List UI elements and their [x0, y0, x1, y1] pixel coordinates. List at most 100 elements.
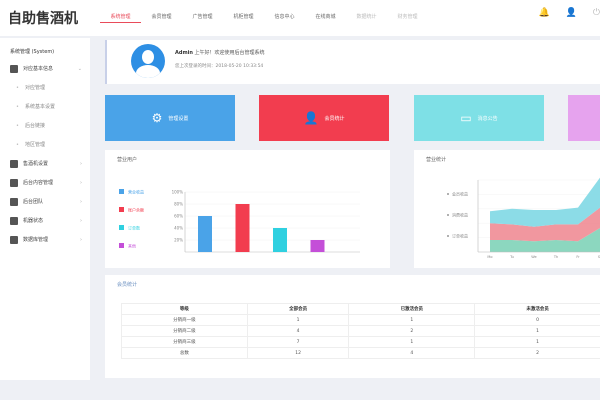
sidebar-item[interactable]: 对应基本信息 ⌄ — [0, 59, 90, 78]
table-cell: 12 — [246, 347, 350, 359]
x-tick-label: Sa — [598, 255, 600, 259]
table-cell: 分销商一级 — [121, 314, 248, 326]
y-tick-label: 80% — [174, 202, 183, 207]
sidebar-item[interactable]: 后台团队 › — [0, 192, 90, 211]
sidebar-item[interactable]: 数据库管理 › — [0, 230, 90, 249]
database-icon — [10, 235, 18, 244]
bar-chart-card: 营业用户 营业收益 账户余额 订单数 其他 20% 40% 60% 80% 100% — [105, 150, 390, 268]
table-cell: 1 — [348, 314, 476, 326]
tile-message-icon[interactable]: ▭ 消息公告 — [414, 95, 544, 141]
nav-tab[interactable]: 广告管理 — [192, 14, 213, 20]
legend-swatch — [119, 207, 124, 212]
nav-tab[interactable]: 数据统计 — [356, 14, 377, 20]
sidebar-item-label: 对应基本信息 — [23, 66, 54, 72]
table-row: 分销商三级 7 1 1 — [121, 336, 600, 348]
welcome-card: Admin 上午好！欢迎使用后台管理系统 您上次登录的时间：2018-05-20… — [105, 40, 600, 84]
chevron-right-icon: › — [80, 217, 82, 224]
sidebar: 系统管理 (System) 对应基本信息 ⌄ 对应管理系统基本设置后台链接地区管理售… — [0, 38, 90, 380]
chevron-right-icon: › — [80, 179, 82, 186]
y-tick-label: 40% — [174, 226, 183, 231]
member-table-card: 会员统计 等级 全部会员 已激活会员 未激活会员 分销商一级 1 1 0 分销商二级 4 2 1 分销商… — [105, 275, 600, 378]
nav-tab[interactable]: 信息中心 — [274, 14, 295, 20]
greeting: 上午好！欢迎使用后台管理系统 — [194, 50, 265, 56]
sidebar-subitem[interactable]: 地区管理 — [0, 135, 90, 154]
nav-tab[interactable]: 系统管理 — [100, 13, 141, 23]
table-row: 总数 12 4 2 — [121, 347, 600, 359]
tile-extra[interactable] — [568, 95, 600, 141]
sidebar-subitem[interactable]: 对应管理 — [0, 78, 90, 97]
monitor-icon — [10, 64, 18, 73]
y-tick-label: 60% — [174, 214, 183, 219]
top-header: 自助售酒机 系统管理 会员管理 广告管理 机柜管理 信息中心 在线商城 数据统计 财务管理 🔔… — [0, 0, 600, 36]
table-cell: 4 — [348, 347, 476, 359]
area-chart-title: 营业统计 — [426, 157, 447, 163]
chevron-down-icon: ⌄ — [77, 65, 82, 72]
sidebar-item-label: 数据库管理 — [23, 237, 49, 243]
sidebar-item[interactable]: 机器状态 › — [0, 211, 90, 230]
chevron-right-icon: › — [80, 236, 82, 243]
table-cell: 0 — [474, 314, 600, 326]
power-icon[interactable]: ⏻ — [592, 8, 600, 18]
sidebar-item-label: 机器状态 — [23, 218, 44, 224]
tile-label: 管理设置 — [168, 115, 189, 122]
column-header: 等级 — [121, 303, 248, 315]
table-cell: 7 — [246, 336, 350, 348]
sidebar-item-label: 售酒机设置 — [23, 161, 49, 167]
sidebar-item[interactable]: 售酒机设置 › — [0, 154, 90, 173]
legend-label: 营业收益 — [128, 189, 144, 195]
nav-tab[interactable]: 在线商城 — [315, 14, 336, 20]
nav-tab[interactable]: 会员管理 — [151, 14, 172, 20]
tile-gear-icon[interactable]: ⚙ 管理设置 — [105, 95, 235, 141]
table-row: 分销商二级 4 2 1 — [121, 325, 600, 337]
table-row: 分销商一级 1 1 0 — [121, 314, 600, 326]
x-tick-label: Tu — [509, 255, 514, 259]
table-cell: 1 — [348, 336, 476, 348]
user-icon[interactable]: 👤 — [565, 8, 577, 18]
bar — [273, 228, 287, 252]
sidebar-subitem[interactable]: 系统基本设置 — [0, 97, 90, 116]
member-table: 等级 全部会员 已激活会员 未激活会员 分销商一级 1 1 0 分销商二级 4 2 1 分销商三级 7 1 1… — [121, 303, 600, 359]
legend-label: 其他 — [128, 243, 136, 249]
chevron-right-icon: › — [80, 198, 82, 205]
logo: 自助售酒机 — [8, 11, 78, 27]
tile-user-icon[interactable]: 👤 会员统计 — [259, 95, 389, 141]
table-cell: 1 — [474, 336, 600, 348]
legend-swatch — [119, 189, 124, 194]
bar — [235, 204, 250, 252]
gear-icon: ⚙ — [151, 111, 163, 125]
sidebar-subitem[interactable]: 后台链接 — [0, 116, 90, 135]
tile-label: 会员统计 — [324, 115, 345, 122]
legend-marker — [447, 193, 449, 195]
column-header: 未激活会员 — [474, 303, 600, 315]
tile-label: 消息公告 — [477, 115, 498, 122]
sidebar-item[interactable]: 后台内容管理 › — [0, 173, 90, 192]
last-login: 您上次登录的时间：2018-05-20 10:33:54 — [175, 64, 264, 69]
chevron-right-icon: › — [80, 160, 82, 167]
sidebar-title: 系统管理 (System) — [10, 49, 55, 55]
legend-label: 会员收益 — [452, 191, 468, 197]
legend-label: 订单数 — [128, 225, 140, 231]
bell-icon[interactable]: 🔔 — [538, 8, 550, 18]
nav-tab[interactable]: 财务管理 — [397, 14, 418, 20]
sidebar-item-label: 后台团队 — [23, 199, 44, 205]
table-cell: 1 — [474, 325, 600, 337]
area-series — [490, 207, 600, 242]
x-tick-label: Th — [553, 255, 558, 259]
bar-chart-title: 营业用户 — [117, 157, 138, 163]
admin-name: Admin — [175, 50, 193, 56]
legend-label: 订单收益 — [452, 233, 468, 239]
table-cell: 分销商三级 — [121, 336, 248, 348]
legend-swatch — [119, 243, 124, 248]
column-header: 已激活会员 — [348, 303, 476, 315]
legend-marker — [447, 214, 449, 216]
sidebar-item-label: 后台内容管理 — [23, 180, 54, 186]
area-series — [490, 177, 600, 227]
table-cell: 分销商二级 — [121, 325, 248, 337]
legend-label: 账户余额 — [128, 207, 144, 213]
list-icon — [10, 178, 18, 187]
team-icon — [10, 197, 18, 206]
member-table-title: 会员统计 — [117, 282, 138, 288]
bar — [198, 216, 212, 252]
nav-tab[interactable]: 机柜管理 — [233, 14, 254, 20]
